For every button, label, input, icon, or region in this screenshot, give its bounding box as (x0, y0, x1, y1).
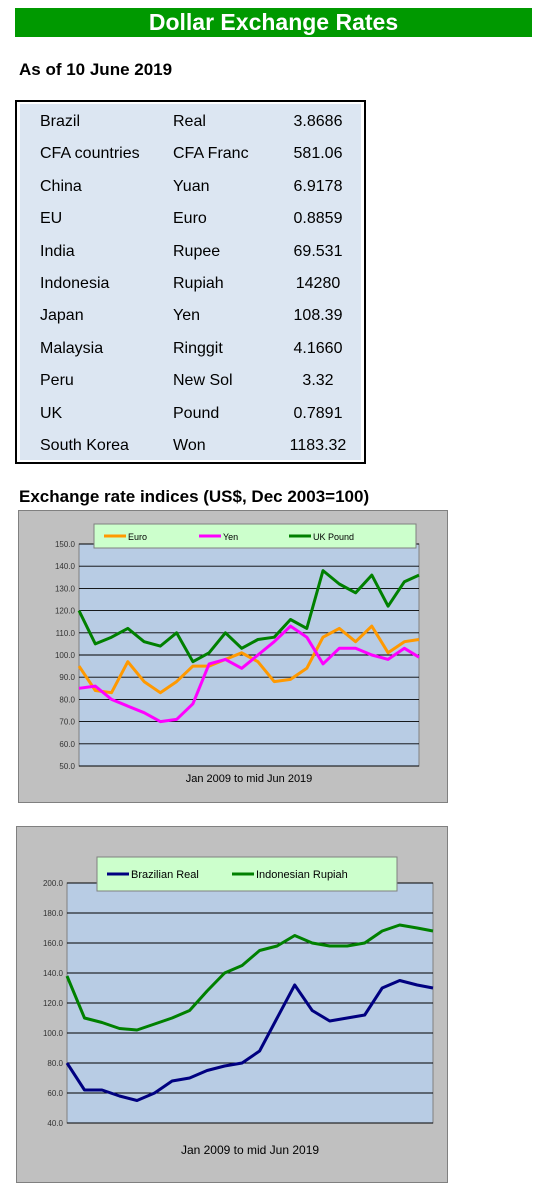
as-of-date: As of 10 June 2019 (19, 60, 173, 79)
currency-cell: CFA Franc (173, 145, 249, 163)
exchange-rates-table: Brazil Real 3.8686 CFA countries CFA Franc 58… (15, 100, 366, 464)
country-cell: India (40, 242, 75, 260)
y-tick-label: 100.0 (55, 651, 76, 660)
brl-idr-index-chart: 40.0 60.0 80.0 100.0 120.0 140.0 160.0 180.0 200… (43, 856, 434, 1157)
y-tick-label: 50.0 (59, 762, 75, 771)
series-line-2 (77, 569, 420, 664)
rate-row: EU Euro 0.8859 (20, 203, 361, 235)
currency-cell: Rupiah (173, 275, 224, 292)
y-tick-label: 80.0 (47, 1059, 63, 1068)
country-cell: Peru (40, 372, 74, 390)
legend-label: Indonesian Rupiah (256, 869, 348, 881)
rate-value-cell: 3.32 (302, 372, 334, 390)
rate-row: UK Pound 0.7891 (20, 398, 361, 430)
currency-index-chart: 50.0 60.0 70.0 80.0 90.0 100.0 110.0 120.0 130.0… (55, 523, 420, 785)
chart-frame-currencies: 50.0 60.0 70.0 80.0 90.0 100.0 110.0 120.0 130.0… (18, 510, 448, 803)
rate-row: Brazil Real 3.8686 (20, 106, 361, 138)
currency-cell: New Sol (173, 372, 233, 390)
page-title-banner: Dollar Exchange Rates (15, 8, 532, 37)
currency-cell: Rupee (173, 242, 221, 260)
rate-value-cell: 6.9178 (293, 177, 343, 195)
y-tick-label: 140.0 (55, 562, 76, 571)
country-cell: UK (40, 404, 63, 422)
rate-row: India Rupee 69.531 (20, 236, 361, 268)
y-tick-label: 120.0 (43, 999, 64, 1008)
rate-value-cell: 581.06 (293, 145, 343, 163)
series-line-0 (77, 624, 420, 695)
y-tick-label: 110.0 (56, 629, 76, 638)
y-tick-label: 140.0 (43, 969, 64, 978)
currency-cell: Yuan (173, 177, 210, 195)
rate-value-cell: 0.7891 (293, 404, 343, 422)
x-axis-label: Jan 2009 to mid Jun 2019 (186, 773, 313, 785)
rate-row: South Korea Won 1183.32 (20, 430, 361, 462)
rate-value-cell: 4.1660 (293, 339, 343, 357)
rate-value-cell: 108.39 (293, 307, 343, 325)
y-tick-label: 180.0 (43, 909, 64, 918)
rate-row: Peru New Sol 3.32 (20, 365, 361, 397)
country-cell: CFA countries (40, 145, 140, 163)
country-cell: Indonesia (40, 275, 110, 292)
page-title: Dollar Exchange Rates (148, 9, 399, 35)
currency-cell: Won (173, 437, 206, 454)
y-tick-label: 60.0 (59, 740, 75, 749)
country-cell: Brazil (40, 113, 81, 130)
rate-row: Japan Yen 108.39 (20, 300, 361, 332)
rate-row: Indonesia Rupiah 14280 (20, 268, 361, 300)
indices-title: Exchange rate indices (US$, Dec 2003=100… (19, 487, 370, 506)
chart-frame-brl-idr: 40.0 60.0 80.0 100.0 120.0 140.0 160.0 180.0 200… (16, 826, 448, 1183)
series-line-1 (65, 923, 434, 1032)
series-line-1 (78, 624, 420, 724)
legend-label: UK Pound (313, 532, 354, 542)
legend-box (93, 523, 417, 549)
y-tick-label: 200.0 (43, 879, 64, 888)
rate-value-cell: 14280 (295, 275, 341, 292)
rate-value-cell: 3.8686 (293, 113, 343, 130)
country-cell: China (40, 177, 82, 195)
y-tick-label: 120.0 (55, 607, 76, 616)
country-cell: Malaysia (40, 339, 104, 357)
y-tick-label: 150.0 (55, 540, 76, 549)
currency-cell: Real (173, 113, 206, 130)
currency-cell: Ringgit (173, 339, 223, 357)
country-cell: South Korea (40, 437, 129, 454)
country-cell: Japan (40, 307, 84, 325)
country-cell: EU (40, 210, 63, 228)
x-axis-label: Jan 2009 to mid Jun 2019 (181, 1143, 319, 1157)
series-line-0 (65, 979, 434, 1102)
currency-cell: Euro (173, 210, 207, 228)
exchange-rates-body: Brazil Real 3.8686 CFA countries CFA Franc 58… (20, 104, 361, 460)
y-tick-label: 40.0 (47, 1119, 63, 1128)
rate-value-cell: 1183.32 (289, 437, 347, 454)
legend-label: Brazilian Real (131, 869, 199, 881)
y-tick-label: 80.0 (59, 695, 75, 704)
rate-row: China Yuan 6.9178 (20, 171, 361, 203)
y-tick-label: 100.0 (43, 1029, 64, 1038)
rate-row: CFA countries CFA Franc 581.06 (20, 138, 361, 170)
rate-row: Malaysia Ringgit 4.1660 (20, 333, 361, 365)
legend-label: Yen (223, 532, 238, 542)
rate-value-cell: 69.531 (293, 242, 343, 260)
legend-label: Euro (128, 532, 147, 542)
y-tick-label: 70.0 (59, 718, 75, 727)
y-tick-label: 130.0 (55, 584, 76, 593)
currency-cell: Pound (173, 404, 220, 422)
y-tick-label: 160.0 (43, 939, 64, 948)
y-tick-label: 90.0 (59, 673, 75, 682)
rate-value-cell: 0.8859 (293, 210, 343, 228)
currency-cell: Yen (173, 307, 200, 325)
y-tick-label: 60.0 (47, 1089, 63, 1098)
